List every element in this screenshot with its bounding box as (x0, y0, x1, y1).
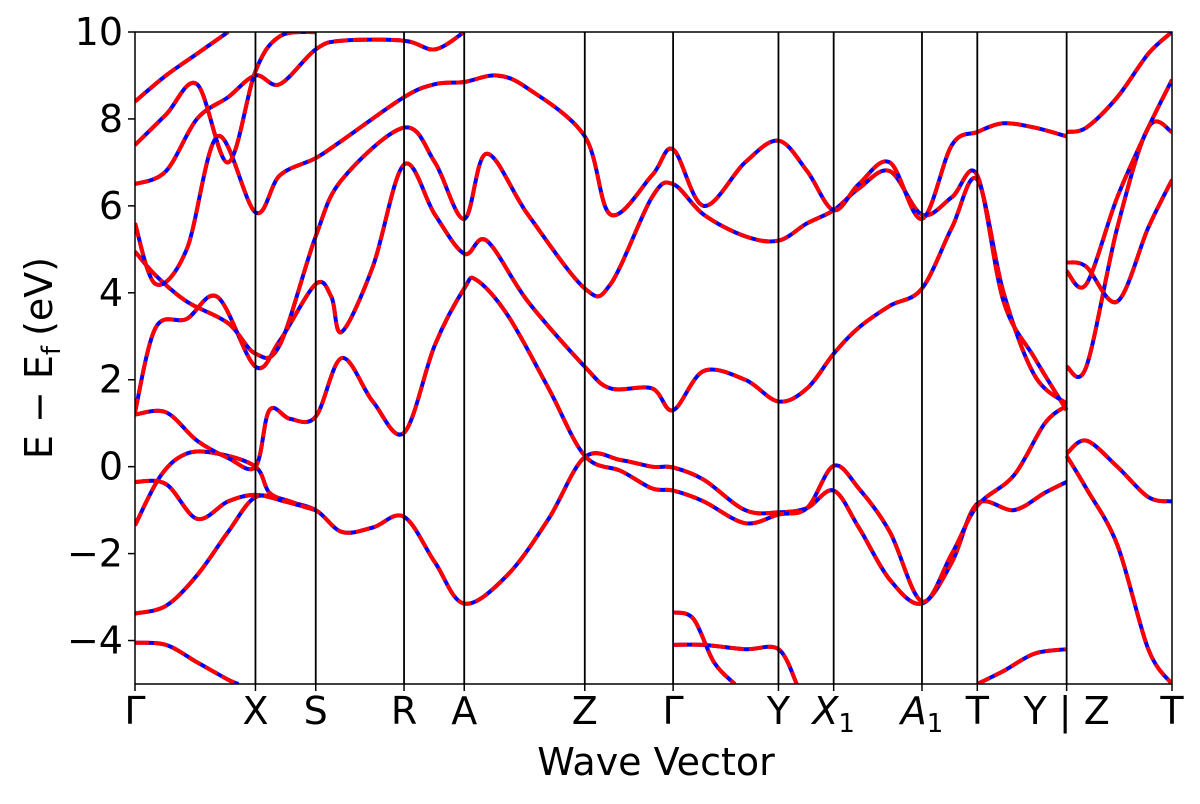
band-line-overlay-11 (1065, 438, 1172, 504)
y-axis-title-main: E − E (17, 355, 61, 459)
band-line-reference-6 (135, 125, 1069, 412)
y-tick-layer: −4 −2 0 2 4 6 8 10 (67, 10, 135, 663)
band-line-overlay-18 (672, 610, 737, 684)
x-tick-label-main-X1: X (810, 689, 839, 733)
x-tick-label-main-S: S (304, 689, 328, 733)
y-tick-label--2: −2 (67, 532, 123, 576)
y-tick-label-0: 0 (99, 445, 123, 489)
x-tick-label-sub-X1: 1 (838, 709, 855, 739)
band-line-overlay-19 (976, 647, 1067, 684)
x-tick-label-main-A: A (451, 689, 477, 733)
band-line-overlay-13 (1065, 119, 1172, 379)
band-line-overlay-2 (135, 449, 317, 527)
y-tick-label--4: −4 (67, 619, 123, 663)
x-tick-label-X: X (242, 689, 268, 733)
band-line-overlay-14 (1065, 78, 1172, 290)
y-axis-title-unit: (eV) (17, 257, 61, 336)
x-tick-label-Γ: Γ (124, 689, 145, 733)
y-axis-title-sub: f (37, 345, 67, 355)
x-tick-label-R: R (391, 689, 417, 733)
band-line-reference-7 (135, 73, 1068, 287)
x-tick-label-Gamma-2: Γ (663, 689, 684, 733)
x-tick-label-Y: Y (766, 689, 791, 733)
band-line-overlay-0 (135, 640, 240, 684)
band-line-reference-19 (976, 647, 1067, 684)
y-axis-title: E − Ef (eV) (17, 257, 67, 459)
band-line-overlay-3 (135, 478, 317, 522)
x-tick-label-T: T (965, 689, 990, 733)
plot-frame (134, 31, 1173, 685)
x-tick-label-main-Y: Y (766, 689, 791, 733)
x-tick-label-A1: A1 (898, 689, 944, 739)
x-tick-label-sub-A1: 1 (927, 709, 944, 739)
y-tick-label-4: 4 (99, 271, 123, 315)
band-line-overlay-17 (673, 642, 799, 684)
band-line-overlay-4 (135, 275, 1068, 604)
band-line-reference-4 (135, 275, 1068, 604)
band-line-overlay-15 (1066, 178, 1172, 305)
band-line-overlay-5 (135, 161, 1068, 413)
band-line-reference-5 (135, 161, 1068, 413)
y-tick-label-2: 2 (99, 358, 123, 402)
band-line-reference-15 (1066, 178, 1172, 305)
bands-layer (135, 32, 1172, 684)
x-tick-label-main-Γ: Γ (124, 689, 145, 733)
band-line-overlay-6 (135, 125, 1069, 412)
band-line-reference-12 (1064, 454, 1172, 684)
x-tick-label-T-end: T (1159, 689, 1184, 733)
band-line-reference-13 (1065, 119, 1172, 379)
x-tick-label-Y-Z: Y | Z (1023, 689, 1110, 734)
x-tick-label-main-Z: Z (572, 689, 598, 733)
band-line-reference-1 (135, 451, 1068, 616)
band-line-overlay-1 (135, 451, 1068, 616)
band-line-reference-2 (135, 449, 317, 527)
y-tick-label-8: 8 (99, 97, 123, 141)
band-line-reference-8 (135, 32, 466, 187)
x-axis-title: Wave Vector (537, 740, 775, 784)
x-tick-label-X1: X1 (810, 689, 855, 739)
y-tick-label-10: 10 (75, 10, 123, 54)
x-tick-label-Z: Z (572, 689, 598, 733)
x-tick-label-main-R: R (391, 689, 417, 733)
band-line-overlay-12 (1064, 454, 1172, 684)
y-tick-label-6: 6 (99, 184, 123, 228)
x-tick-label-main-A1: A (898, 689, 927, 733)
band-line-overlay-8 (135, 32, 466, 187)
band-line-overlay-16 (1066, 32, 1172, 134)
x-tick-label-S: S (304, 689, 328, 733)
kpoint-lines-layer (254, 32, 1068, 684)
x-tick-label-main-X: X (242, 689, 268, 733)
x-tick-label-main-Gamma-2: Γ (663, 689, 684, 733)
band-line-overlay-10 (135, 32, 230, 104)
x-tick-label-main-T: T (965, 689, 990, 733)
x-tick-label-A: A (451, 689, 477, 733)
x-tick-label-main-Y-Z: Y | Z (1023, 689, 1110, 734)
band-line-overlay-9 (135, 32, 316, 165)
x-tick-label-main-T-end: T (1159, 689, 1184, 733)
